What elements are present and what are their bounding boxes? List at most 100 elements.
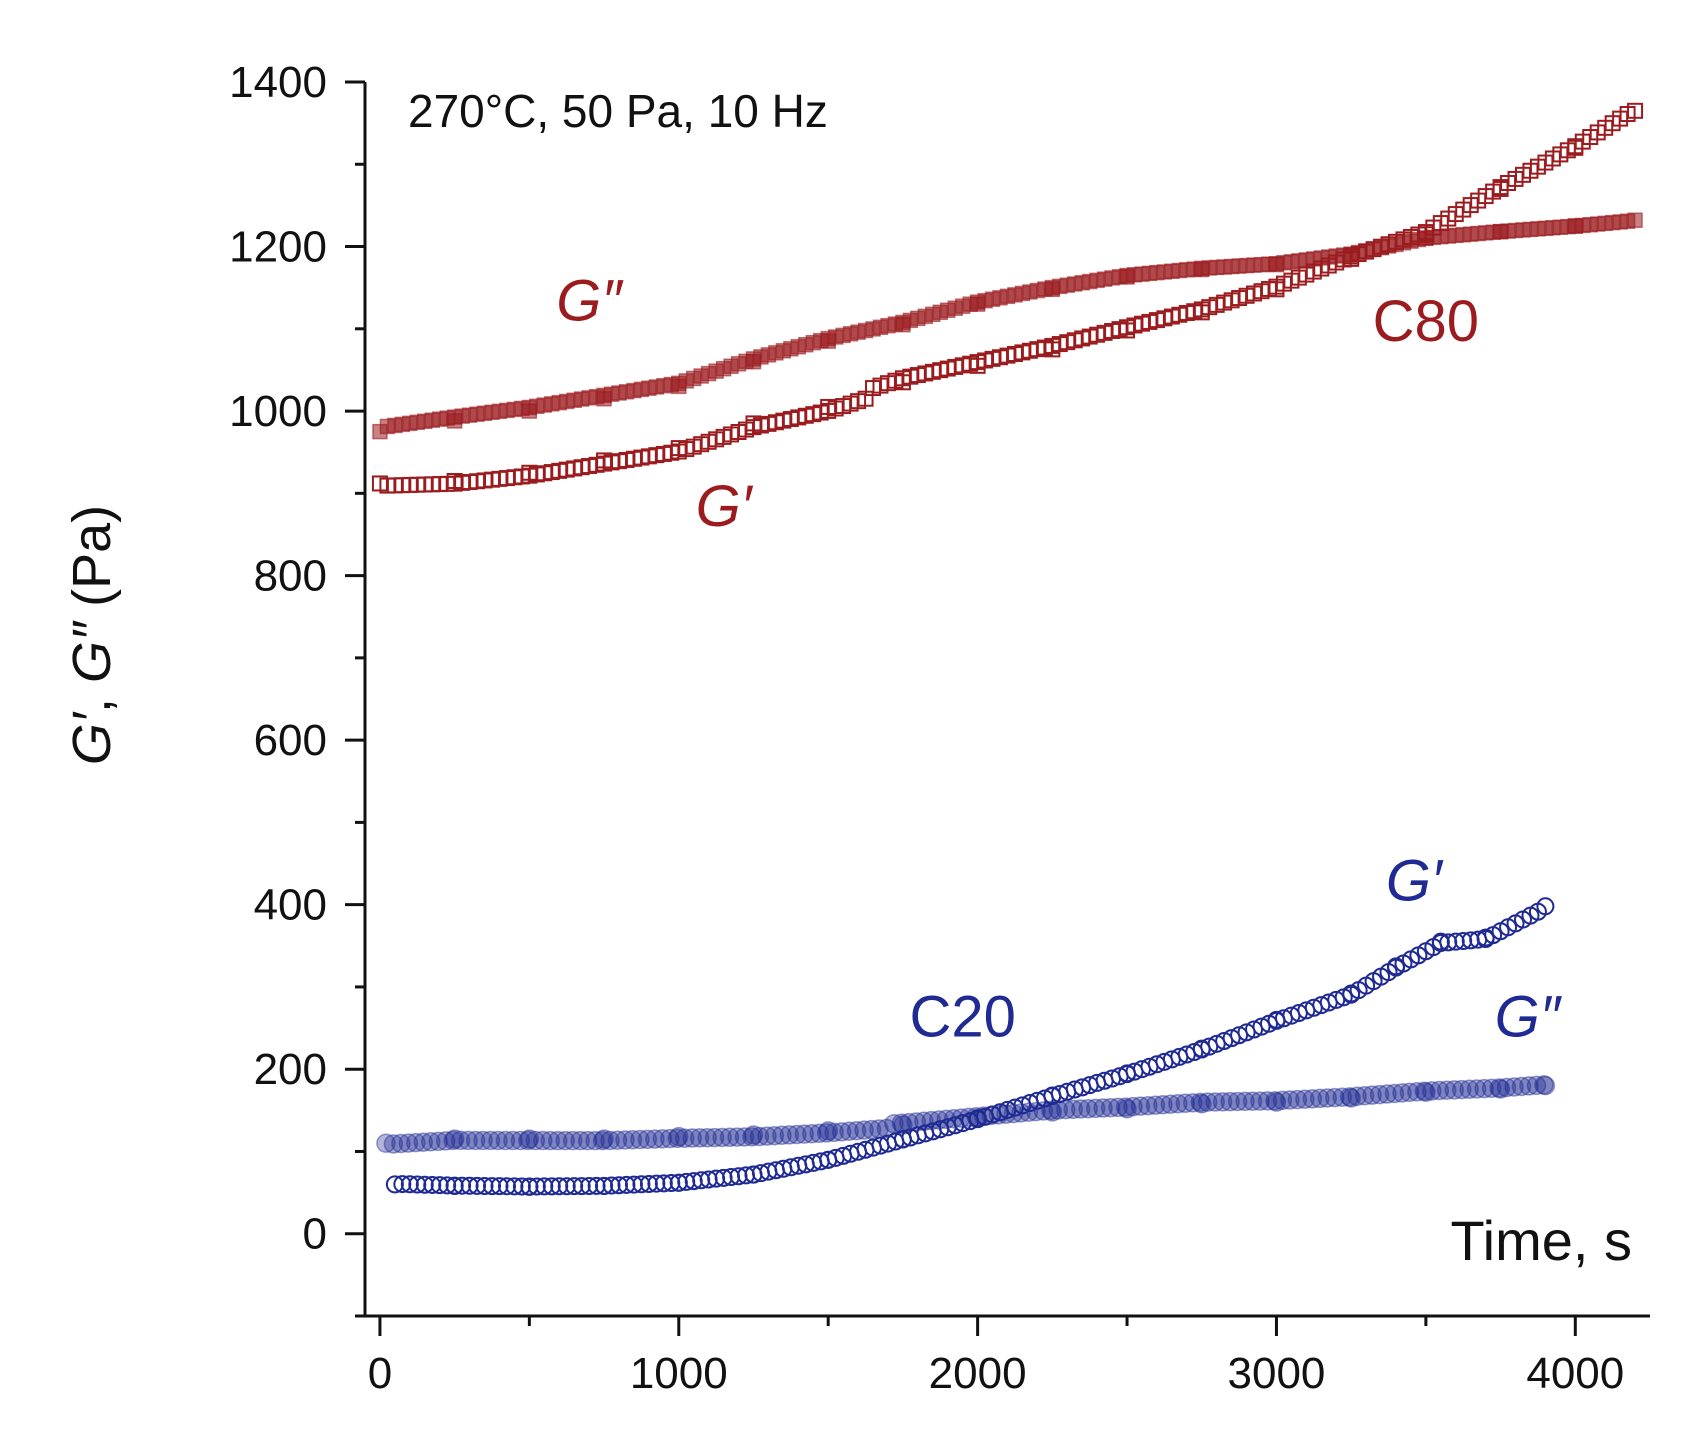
data-marker	[1414, 1081, 1435, 1101]
y-axis-label-sep: ,	[62, 683, 122, 713]
data-marker	[809, 1123, 829, 1144]
data-marker	[1252, 1017, 1271, 1036]
data-marker	[383, 1134, 404, 1154]
data-marker	[1192, 1040, 1211, 1059]
data-marker	[1334, 988, 1353, 1007]
data-marker	[1123, 1096, 1143, 1117]
data-marker	[1078, 1098, 1098, 1119]
data-marker	[794, 1124, 815, 1144]
data-marker	[483, 1177, 502, 1196]
data-marker	[645, 1129, 665, 1149]
data-marker	[450, 1130, 471, 1151]
series-layer	[371, 102, 1644, 1196]
data-marker	[1245, 1020, 1264, 1039]
data-point	[385, 1175, 404, 1194]
series-c20-g1	[385, 897, 1555, 1196]
data-marker	[495, 1130, 516, 1151]
data-marker	[1481, 1078, 1502, 1099]
condition-note: 270°C, 50 Pa, 10 Hz	[408, 85, 828, 137]
data-marker	[453, 1176, 472, 1195]
data-marker	[512, 1177, 531, 1196]
annotation-c80-label: C80	[1373, 289, 1479, 354]
data-marker	[630, 1129, 650, 1150]
data-marker	[1063, 1099, 1083, 1120]
data-point	[818, 1121, 838, 1141]
data-marker	[742, 1127, 762, 1147]
data-marker	[1489, 1078, 1509, 1098]
data-marker	[577, 1130, 598, 1151]
data-point	[376, 1133, 396, 1153]
annotation-c80-g1: G′	[696, 474, 754, 539]
data-marker	[400, 1175, 419, 1194]
data-marker	[1100, 1097, 1121, 1118]
data-marker	[610, 1176, 629, 1195]
data-marker	[622, 1130, 643, 1150]
data-marker	[1257, 1091, 1278, 1111]
x-tick-label: 3000	[1228, 1349, 1326, 1398]
data-marker	[1280, 1090, 1300, 1110]
data-marker	[1354, 1085, 1375, 1106]
data-marker	[527, 1177, 546, 1196]
data-point	[1117, 1098, 1137, 1119]
y-tick-label: 800	[254, 552, 327, 601]
data-marker	[1235, 1091, 1255, 1112]
y-tick-label: 0	[303, 1210, 327, 1259]
data-marker	[1205, 1092, 1225, 1112]
axes-layer: 0 200 400 600 800 1000 1200 1400 0 1000 2000 3000 40…	[229, 58, 1650, 1398]
data-marker	[465, 1130, 486, 1151]
data-marker	[816, 1123, 837, 1143]
data-marker	[1519, 1076, 1539, 1096]
x-tick-label: 4000	[1526, 1349, 1624, 1398]
data-marker	[624, 1175, 643, 1194]
data-marker	[1466, 1079, 1487, 1099]
data-marker	[764, 1125, 785, 1146]
data-marker	[445, 1176, 464, 1195]
data-marker	[435, 1131, 456, 1151]
data-marker	[587, 1176, 606, 1195]
data-marker	[460, 1176, 479, 1195]
data-point	[519, 1129, 540, 1149]
data-marker	[652, 1129, 673, 1149]
data-marker	[1528, 902, 1547, 921]
series-c20-g2	[376, 1075, 1556, 1154]
data-marker	[1347, 1086, 1367, 1107]
x-tick-label: 1000	[630, 1349, 728, 1398]
data-marker	[1362, 1085, 1382, 1105]
data-marker	[1377, 1084, 1397, 1104]
data-marker	[697, 1128, 717, 1148]
data-marker	[430, 1176, 449, 1195]
data-marker	[557, 1177, 576, 1196]
data-marker	[533, 1130, 553, 1151]
data-marker	[475, 1176, 494, 1195]
data-marker	[682, 1128, 702, 1148]
data-marker	[1302, 1089, 1323, 1109]
data-marker	[391, 1133, 411, 1154]
data-marker	[525, 1130, 546, 1151]
data-marker	[831, 1122, 852, 1142]
data-marker	[647, 1174, 666, 1193]
data-marker	[787, 1124, 807, 1145]
data-marker	[1265, 1091, 1285, 1111]
annotation-c20-g2: G″	[1495, 984, 1563, 1049]
data-marker	[1272, 1090, 1293, 1111]
data-marker	[704, 1127, 725, 1148]
annotation-c80-g2: G″	[556, 269, 624, 334]
data-point	[1490, 1079, 1511, 1099]
data-marker	[1215, 1031, 1234, 1050]
data-marker	[1619, 106, 1636, 123]
data-marker	[520, 1177, 539, 1196]
data-point	[1416, 1082, 1436, 1102]
data-marker	[1332, 1087, 1352, 1107]
data-marker	[637, 1129, 658, 1150]
data-marker	[570, 1130, 590, 1151]
data-point	[1191, 1094, 1212, 1114]
x-axis-label: Time, s	[1451, 1209, 1632, 1272]
data-marker	[1115, 1097, 1136, 1117]
data-marker	[632, 1175, 651, 1194]
data-marker	[749, 1126, 770, 1147]
data-marker	[393, 1175, 412, 1194]
data-marker	[1108, 1097, 1128, 1118]
data-marker	[548, 1130, 568, 1151]
data-marker	[846, 1120, 867, 1141]
